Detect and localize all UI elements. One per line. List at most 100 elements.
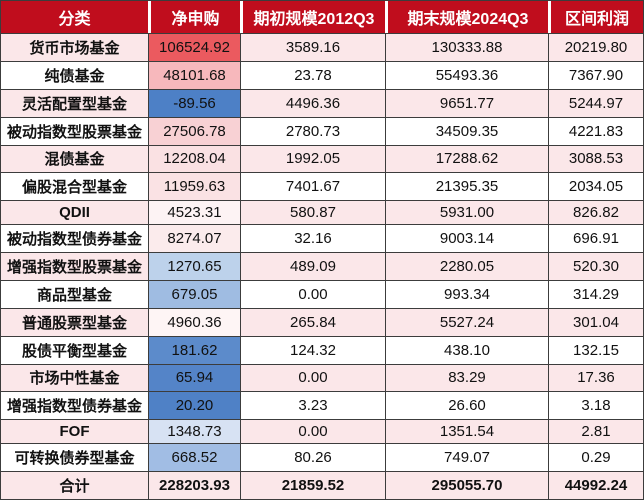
category-cell: 市场中性基金	[29, 370, 120, 388]
category-cell: 被动指数型债券基金	[6, 231, 142, 249]
value-cell: 1351.54	[385, 420, 548, 444]
value-cell: 7367.90	[548, 61, 643, 89]
table-row: 纯债基金 48101.68 23.78 55493.36 7367.90	[1, 60, 643, 89]
value-cell: 7401.67	[240, 173, 385, 201]
category-cell: 可转换债券型基金	[14, 450, 135, 468]
value-cell: 3.23	[240, 392, 385, 420]
value-cell: 826.82	[548, 201, 643, 225]
value-cell: 4960.36	[148, 308, 240, 336]
value-cell: 749.07	[385, 444, 548, 471]
value-cell: 9651.77	[385, 89, 548, 117]
column-header-2: 期初规模2012Q3	[240, 1, 385, 33]
value-cell: 295055.70	[385, 472, 548, 499]
category-cell: 混债基金	[44, 151, 105, 169]
value-cell: 130333.88	[385, 34, 548, 61]
value-cell: 2780.73	[240, 117, 385, 145]
value-cell: 83.29	[385, 364, 548, 392]
value-cell: 1270.65	[148, 253, 240, 280]
value-cell: 4523.31	[148, 201, 240, 225]
value-cell: 0.29	[548, 444, 643, 471]
value-cell: 106524.92	[148, 34, 240, 61]
category-cell: QDII	[59, 204, 90, 222]
value-cell: 314.29	[548, 280, 643, 308]
table-row: 被动指数型债券基金 8274.07 32.16 9003.14 696.91	[1, 224, 643, 252]
value-cell: 21859.52	[240, 472, 385, 499]
table-row: QDII 4523.31 580.87 5931.00 826.82	[1, 200, 643, 225]
value-cell: 3.18	[548, 392, 643, 420]
table-row: 偏股混合型基金 11959.63 7401.67 21395.35 2034.05	[1, 172, 643, 201]
value-cell: 20.20	[148, 392, 240, 420]
value-cell: 520.30	[548, 253, 643, 280]
value-cell: 4496.36	[240, 89, 385, 117]
value-cell: 228203.93	[148, 472, 240, 499]
value-cell: 0.00	[240, 420, 385, 444]
value-cell: 34509.35	[385, 117, 548, 145]
value-cell: 80.26	[240, 444, 385, 471]
column-header-4: 区间利润	[548, 1, 643, 33]
value-cell: 27506.78	[148, 117, 240, 145]
value-cell: -89.56	[148, 89, 240, 117]
value-cell: 32.16	[240, 225, 385, 252]
value-cell: 0.00	[240, 280, 385, 308]
value-cell: 5527.24	[385, 308, 548, 336]
value-cell: 993.34	[385, 280, 548, 308]
category-cell: 股债平衡型基金	[21, 342, 127, 360]
value-cell: 4221.83	[548, 117, 643, 145]
value-cell: 20219.80	[548, 34, 643, 61]
category-cell: 普通股票型基金	[21, 314, 127, 332]
column-header-1: 净申购	[148, 1, 240, 33]
value-cell: 132.15	[548, 336, 643, 364]
table-row: 股债平衡型基金 181.62 124.32 438.10 132.15	[1, 335, 643, 364]
value-cell: 181.62	[148, 336, 240, 364]
table-body: 货币市场基金 106524.92 3589.16 130333.88 20219.80 纯…	[1, 33, 643, 499]
value-cell: 48101.68	[148, 61, 240, 89]
value-cell: 2280.05	[385, 253, 548, 280]
category-cell: 商品型基金	[36, 286, 112, 304]
value-cell: 11959.63	[148, 173, 240, 201]
category-cell: 偏股混合型基金	[21, 179, 127, 197]
table-row: 灵活配置型基金 -89.56 4496.36 9651.77 5244.97	[1, 88, 643, 117]
value-cell: 489.09	[240, 253, 385, 280]
total-row: 合计 228203.93 21859.52 295055.70 44992.24	[1, 471, 643, 499]
value-cell: 9003.14	[385, 225, 548, 252]
value-cell: 2.81	[548, 420, 643, 444]
value-cell: 17.36	[548, 364, 643, 392]
value-cell: 21395.35	[385, 173, 548, 201]
table-row: 市场中性基金 65.94 0.00 83.29 17.36	[1, 363, 643, 392]
category-cell: 增强指数型债券基金	[6, 398, 142, 416]
value-cell: 8274.07	[148, 225, 240, 252]
table-row: 混债基金 12208.04 1992.05 17288.62 3088.53	[1, 144, 643, 173]
column-header-0: 分类	[58, 11, 91, 28]
column-header-3: 期末规模2024Q3	[385, 1, 548, 33]
value-cell: 696.91	[548, 225, 643, 252]
category-cell: 增强指数型股票基金	[6, 258, 142, 276]
value-cell: 1348.73	[148, 420, 240, 444]
value-cell: 55493.36	[385, 61, 548, 89]
value-cell: 2034.05	[548, 173, 643, 201]
value-cell: 438.10	[385, 336, 548, 364]
category-cell: FOF	[59, 423, 90, 441]
value-cell: 3088.53	[548, 145, 643, 173]
value-cell: 5931.00	[385, 201, 548, 225]
value-cell: 3589.16	[240, 34, 385, 61]
value-cell: 23.78	[240, 61, 385, 89]
category-cell: 货币市场基金	[29, 39, 120, 57]
table-row: 商品型基金 679.05 0.00 993.34 314.29	[1, 279, 643, 308]
category-cell: 纯债基金	[44, 67, 105, 85]
value-cell: 17288.62	[385, 145, 548, 173]
value-cell: 26.60	[385, 392, 548, 420]
table-row: 可转换债券型基金 668.52 80.26 749.07 0.29	[1, 443, 643, 471]
table-row: 普通股票型基金 4960.36 265.84 5527.24 301.04	[1, 307, 643, 336]
value-cell: 12208.04	[148, 145, 240, 173]
value-cell: 0.00	[240, 364, 385, 392]
table-row: FOF 1348.73 0.00 1351.54 2.81	[1, 419, 643, 444]
value-cell: 1992.05	[240, 145, 385, 173]
category-cell: 被动指数型股票基金	[6, 123, 142, 141]
table-row: 增强指数型债券基金 20.20 3.23 26.60 3.18	[1, 391, 643, 420]
value-cell: 265.84	[240, 308, 385, 336]
table-row: 货币市场基金 106524.92 3589.16 130333.88 20219.80	[1, 33, 643, 61]
table-row: 增强指数型股票基金 1270.65 489.09 2280.05 520.30	[1, 252, 643, 280]
category-cell: 灵活配置型基金	[21, 95, 127, 113]
value-cell: 65.94	[148, 364, 240, 392]
